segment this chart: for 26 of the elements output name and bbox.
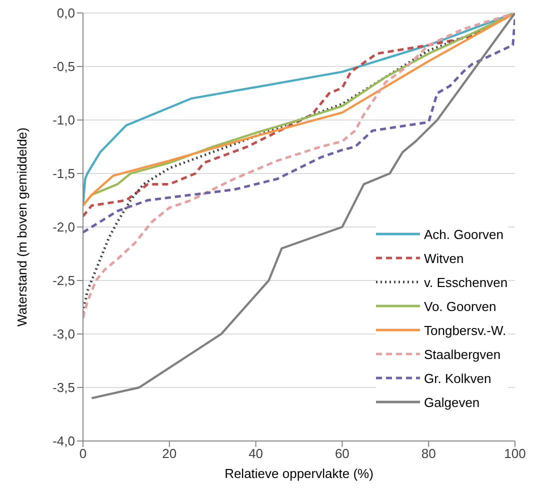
y-tick-label: -3,5 [52,380,75,396]
y-tick-label: -1,5 [52,166,75,182]
y-tick-label: -2,5 [52,273,75,288]
legend-label: Staalbergven [424,346,501,364]
y-tick-label: -4,0 [52,434,75,449]
y-tick-label: -1,0 [52,112,75,128]
x-axis-title: Relatieve oppervlakte (%) [224,466,374,481]
x-tick-label: 0 [79,446,87,462]
x-tick-label: 20 [162,446,177,462]
legend-label: Vo. Goorven [424,298,496,316]
y-tick-label: -2,0 [52,220,75,235]
x-tick-label: 100 [504,446,526,462]
legend-label: v. Esschenven [424,274,508,292]
legend-label: Ach. Goorven [424,226,504,244]
legend-label: Witven [424,250,464,268]
x-tick-label: 40 [248,446,264,462]
legend-label: Galgeven [424,394,480,412]
line-series [90,13,515,400]
y-tick-label: -3,0 [52,326,75,342]
legend-label: Gr. Kolkven [424,370,492,388]
y-tick-label: 0,0 [56,6,75,21]
y-tick-label: -0,5 [52,59,75,74]
x-tick-label: 60 [334,446,350,462]
legend-label: Tongbersv.-W. [424,322,506,340]
x-tick-label: 80 [421,446,436,462]
y-axis-title: Waterstand (m boven gemiddelde) [14,128,30,326]
